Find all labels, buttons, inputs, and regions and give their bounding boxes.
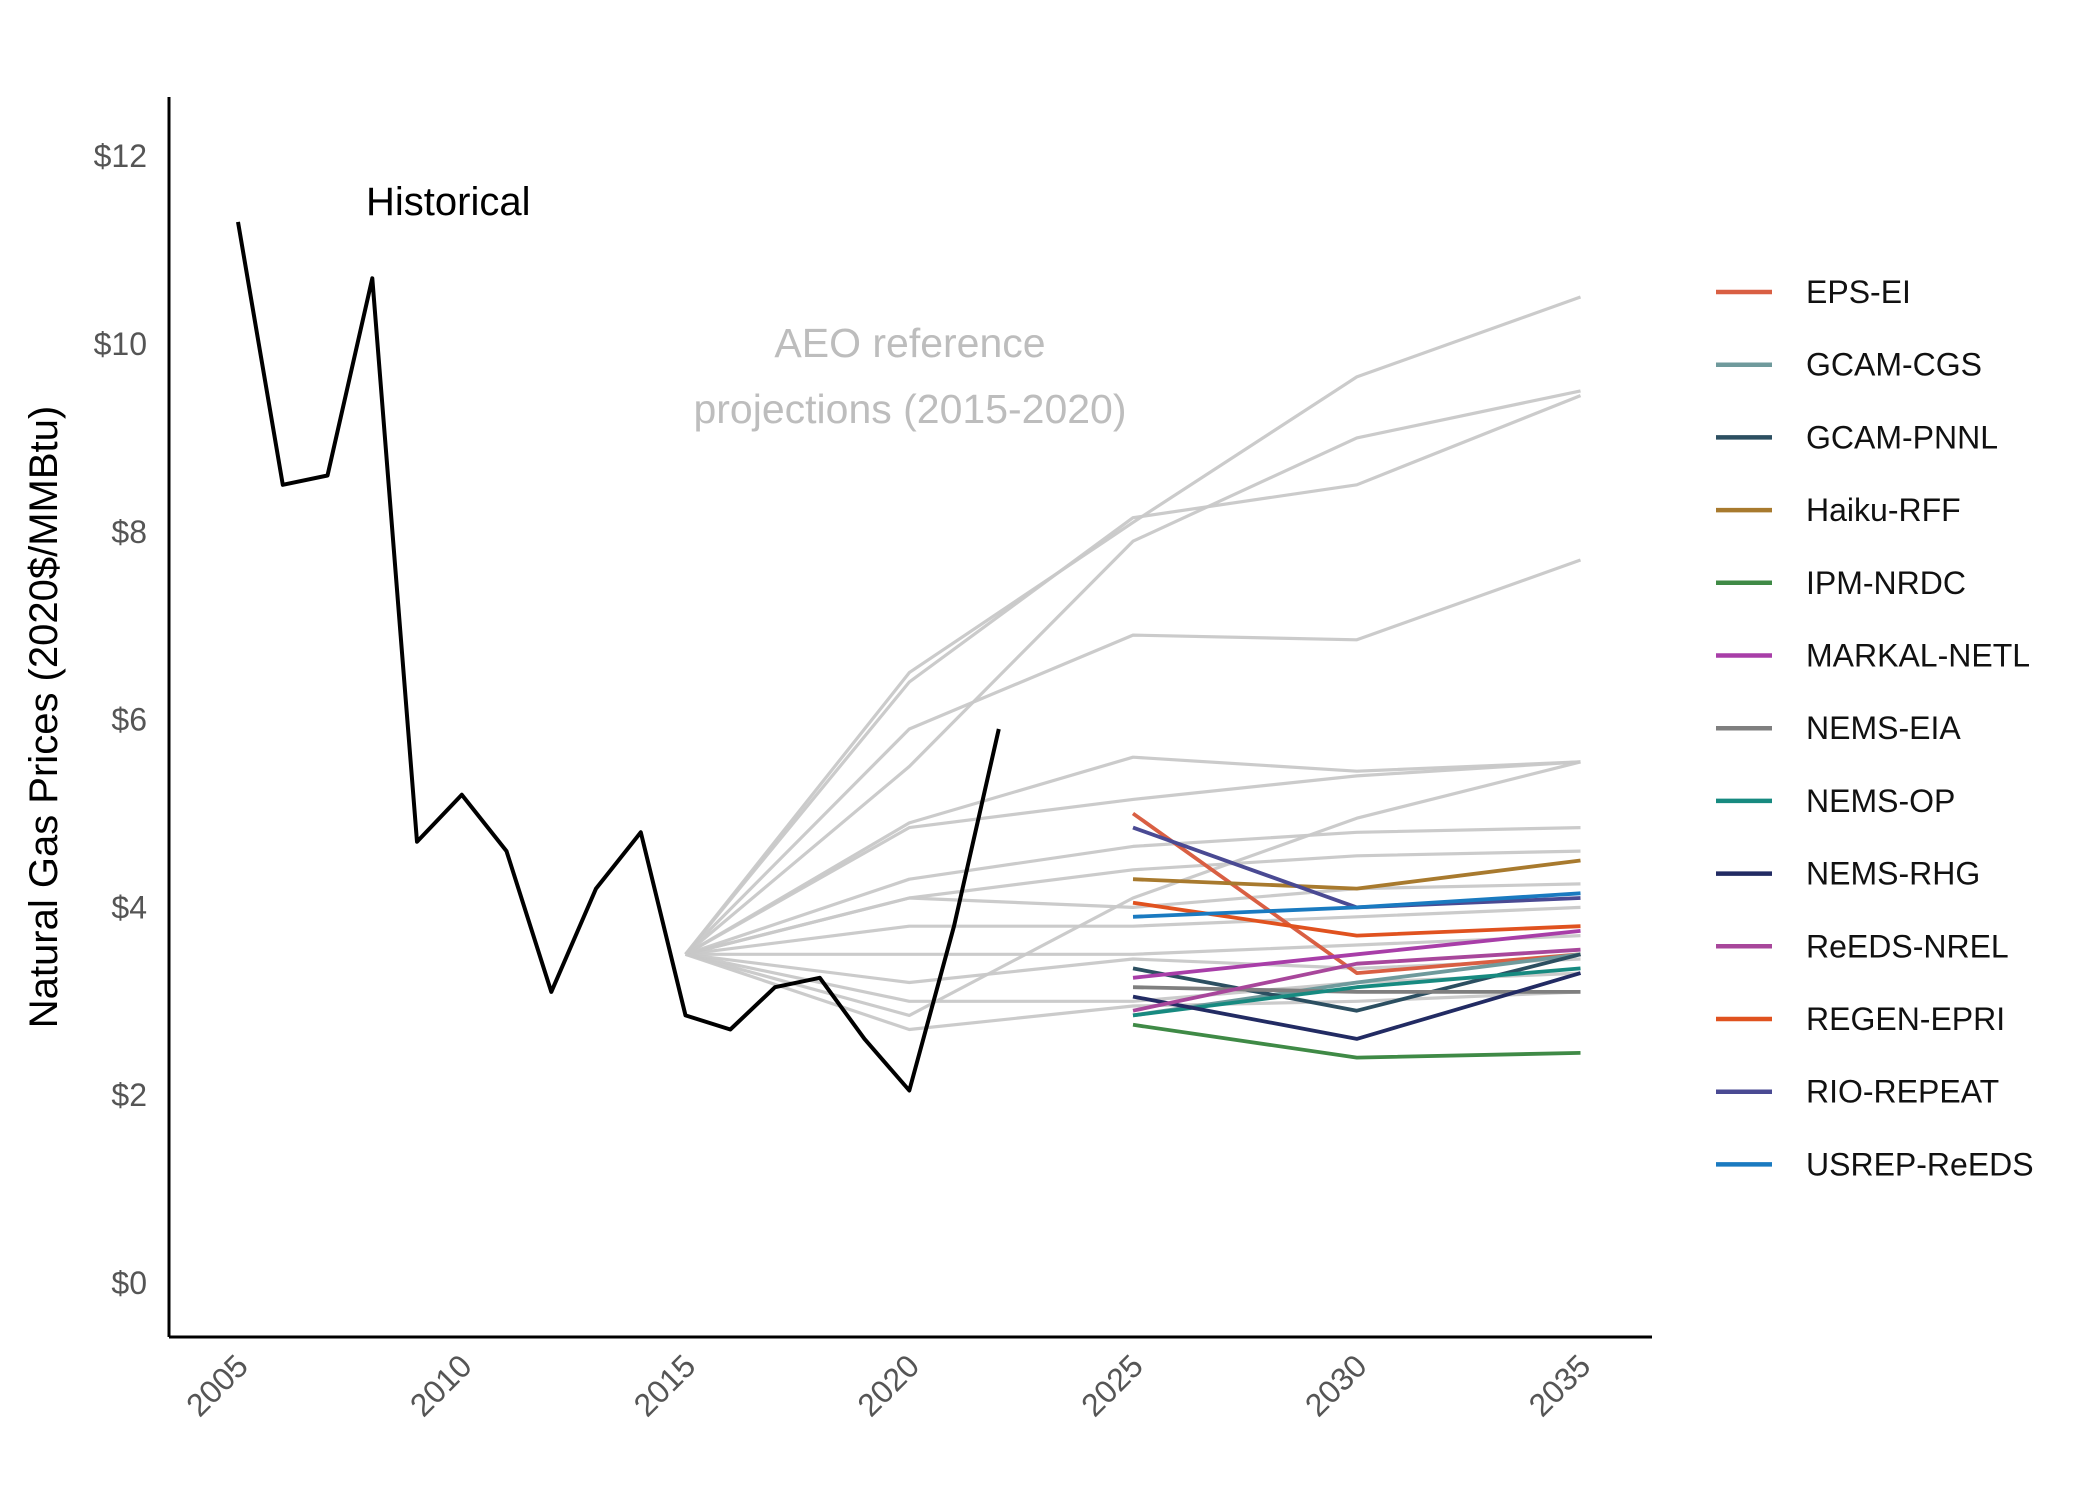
legend-item-rio-repeat: RIO-REPEAT (1716, 1074, 1999, 1110)
series-line-usrep-reeds (1132, 891, 1581, 919)
aeo-projection-line (684, 295, 1582, 956)
legend-item-nems-eia: NEMS-EIA (1716, 710, 1961, 746)
series-line-nems-eia (1132, 985, 1581, 994)
legend-label: NEMS-EIA (1806, 710, 1961, 746)
legend-item-gcam-pnnl: GCAM-PNNL (1716, 419, 1998, 455)
legend-item-haiku-rff: Haiku-RFF (1716, 492, 1961, 528)
legend-label: GCAM-PNNL (1806, 419, 1998, 455)
legend-label: GCAM-CGS (1806, 347, 1982, 383)
x-tick-label: 2010 (403, 1347, 479, 1423)
series-line-eps-ei (1131, 811, 1581, 975)
aeo-projection-line (685, 882, 1581, 956)
aeo-projection-line (685, 905, 1581, 956)
series-line-haiku-rff (1132, 858, 1581, 891)
aeo-projection-line (684, 760, 1581, 956)
aeo-projection-line (684, 755, 1581, 956)
historical-annotation: Historical (366, 180, 530, 224)
legend-item-gcam-cgs: GCAM-CGS (1716, 347, 1982, 383)
aeo-projection-line (684, 389, 1581, 956)
y-tick-label: $8 (111, 514, 147, 550)
x-tick-label: 2030 (1298, 1347, 1374, 1423)
aeo-projection-line (684, 952, 1581, 1032)
legend-item-reeds-nrel: ReEDS-NREL (1716, 928, 2009, 964)
legend-item-usrep-reeds: USREP-ReEDS (1716, 1146, 2034, 1182)
legend-label: RIO-REPEAT (1806, 1074, 1999, 1110)
historical-series (236, 221, 1001, 1093)
series-line-markal-netl (1132, 929, 1581, 980)
x-tick-label: 2015 (627, 1347, 703, 1423)
legend-item-nems-op: NEMS-OP (1716, 783, 1955, 819)
legend-item-ipm-nrdc: IPM-NRDC (1716, 565, 1966, 601)
legend-label: REGEN-EPRI (1806, 1001, 2005, 1037)
series-line-nems-rhg (1132, 971, 1582, 1041)
legend-item-markal-netl: MARKAL-NETL (1716, 638, 2030, 674)
y-tick-label: $12 (94, 138, 147, 174)
aeo-annotation-line2: projections (2015-2020) (693, 386, 1126, 432)
model-projection-lines (1131, 811, 1582, 1060)
series-line-reeds-nrel (1132, 947, 1581, 1013)
legend: EPS-EI GCAM-CGS GCAM-PNNL Haiku-RFF IPM-NRDC… (1716, 274, 2034, 1182)
y-tick-label: $2 (111, 1077, 147, 1113)
axes (167, 97, 1652, 1339)
aeo-projection-line (684, 558, 1582, 956)
series-line-nems-op (1132, 966, 1581, 1018)
legend-label: ReEDS-NREL (1806, 928, 2009, 964)
legend-item-eps-ei: EPS-EI (1716, 274, 1911, 310)
legend-label: USREP-ReEDS (1806, 1146, 2034, 1182)
legend-label: IPM-NRDC (1806, 565, 1966, 601)
y-axis-title: Natural Gas Prices (2020$/MMBtu) (22, 406, 66, 1028)
x-tick-label: 2005 (179, 1347, 255, 1423)
legend-label: MARKAL-NETL (1806, 638, 2030, 674)
aeo-projection-line (684, 394, 1582, 956)
x-tick-label: 2025 (1074, 1347, 1150, 1423)
legend-label: NEMS-RHG (1806, 856, 1980, 892)
x-tick-label: 2020 (850, 1347, 926, 1423)
legend-item-regen-epri: REGEN-EPRI (1716, 1001, 2005, 1037)
y-tick-label: $6 (111, 702, 147, 738)
x-tick-labels: 2005 2010 2015 2020 2025 2030 2035 (179, 1347, 1597, 1423)
x-tick-label: 2035 (1522, 1347, 1598, 1423)
y-tick-labels: $0 $2 $4 $6 $8 $10 $12 (94, 138, 147, 1301)
legend-label: NEMS-OP (1806, 783, 1955, 819)
y-tick-label: $4 (111, 889, 147, 925)
historical-line (236, 221, 1001, 1093)
legend-item-nems-rhg: NEMS-RHG (1716, 856, 1980, 892)
aeo-annotation-line1: AEO reference (774, 320, 1045, 366)
series-line-ipm-nrdc (1132, 1022, 1581, 1060)
legend-label: Haiku-RFF (1806, 492, 1961, 528)
y-tick-label: $0 (111, 1265, 147, 1301)
aeo-projection-line (684, 826, 1581, 956)
legend-label: EPS-EI (1806, 274, 1911, 310)
aeo-projection-line (685, 934, 1581, 956)
y-tick-label: $10 (94, 326, 147, 362)
